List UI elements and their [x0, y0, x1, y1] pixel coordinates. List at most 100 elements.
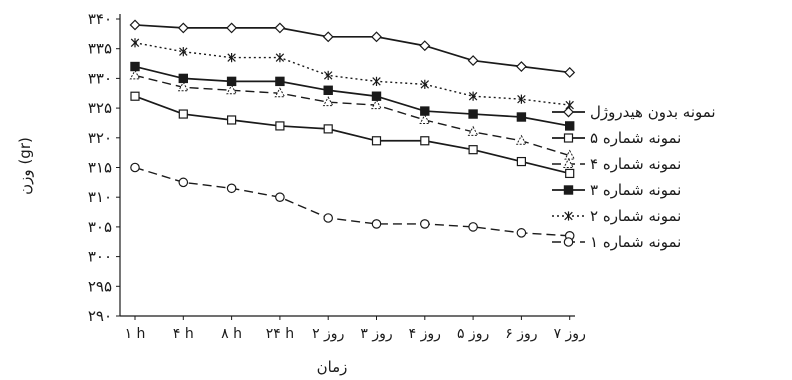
- legend-marker-square-filled: [563, 185, 574, 195]
- legend-marker-star: [564, 211, 573, 221]
- data-point-diamond: [322, 31, 334, 43]
- legend-label: نمونه شماره ۲: [590, 207, 681, 225]
- legend-marker-circle: [563, 237, 574, 247]
- x-tick-label: روز ۲: [312, 326, 344, 342]
- data-point-square-open: [130, 91, 140, 101]
- data-point-square-open: [227, 115, 237, 125]
- legend-label: نمونه شماره ۴: [590, 155, 681, 173]
- data-point-square-filled: [275, 76, 285, 87]
- data-point-circle: [468, 222, 478, 232]
- data-point-star: [468, 91, 478, 101]
- data-point-triangle: [467, 125, 479, 136]
- data-point-diamond: [274, 22, 286, 34]
- y-tick-label: ۲۹۵: [88, 277, 112, 295]
- x-tick-label: ۱ h: [125, 326, 146, 342]
- legend-label: نمونه شماره ۵: [590, 129, 681, 147]
- data-point-star: [517, 94, 526, 104]
- chart-axes: [119, 14, 575, 317]
- y-tick-label: ۳۲۰: [88, 129, 112, 147]
- data-point-diamond: [177, 22, 189, 34]
- data-point-star: [420, 79, 430, 89]
- data-point-star: [323, 70, 333, 81]
- data-point-circle: [419, 219, 430, 229]
- data-point-triangle: [129, 69, 141, 80]
- legend-label: نمونه شماره ۱: [590, 233, 681, 251]
- x-tick-label: روز ۵: [457, 326, 489, 342]
- x-tick-label: روز ۷: [554, 326, 586, 342]
- data-point-star: [227, 53, 236, 63]
- data-point-square-filled: [468, 109, 478, 119]
- x-tick-label: ۴ h: [173, 326, 194, 342]
- data-point-star: [372, 76, 381, 86]
- data-point-diamond: [371, 31, 382, 43]
- legend-item: نمونه بدون هیدروژل: [552, 103, 716, 121]
- legend-item: نمونه شماره ۱: [552, 233, 681, 251]
- data-point-circle: [323, 213, 333, 223]
- y-tick-label: ۳۰۰: [88, 248, 112, 266]
- data-point-triangle: [322, 96, 334, 107]
- data-point-square-filled: [323, 85, 333, 95]
- x-tick-label: ۸ h: [221, 326, 242, 342]
- data-point-diamond: [129, 19, 141, 31]
- y-tick-label: ۳۱۵: [88, 159, 112, 177]
- data-point-square-open: [371, 136, 382, 146]
- y-tick-label: ۲۹۰: [88, 307, 112, 325]
- data-point-triangle: [274, 87, 286, 98]
- data-point-square-open: [275, 121, 285, 131]
- legend-marker-triangle: [563, 157, 574, 168]
- legend-item: نمونه شماره ۲: [552, 207, 681, 225]
- y-tick-label: ۳۳۵: [88, 40, 112, 58]
- series-line-6: [134, 166, 570, 237]
- data-point-square-filled: [130, 61, 140, 72]
- data-point-square-filled: [226, 76, 237, 87]
- y-tick-labels: ۲۹۰ ۲۹۵ ۳۰۰ ۳۰۵ ۳۱۰ ۳۱۵ ۳۲۰ ۳۲۵ ۳۳۰ ۳۳۵ ۳۴۰: [88, 10, 120, 325]
- data-point-triangle: [419, 113, 431, 124]
- y-tick-label: ۳۲۵: [88, 99, 112, 117]
- series-line-3: [134, 74, 570, 157]
- data-point-square-filled: [516, 112, 527, 122]
- legend-item: نمونه شماره ۴: [552, 155, 681, 173]
- data-point-square-open: [468, 145, 478, 155]
- data-point-square-filled: [371, 91, 382, 101]
- data-point-square-open: [420, 136, 430, 146]
- data-point-triangle: [177, 81, 189, 92]
- data-point-triangle: [564, 149, 576, 160]
- data-point-star: [179, 47, 188, 57]
- data-point-square-open: [323, 124, 333, 134]
- data-point-square-open: [178, 109, 188, 119]
- legend-item: نمونه شماره ۵: [552, 129, 681, 147]
- x-tick-labels: ۱ h ۴ h ۸ h ۲۴ h روز ۲ روز ۳ روز ۴ روز ۵ روز ۶ رو…: [125, 316, 586, 342]
- y-tick-label: ۳۱۰: [88, 188, 112, 206]
- x-tick-label: روز ۴: [409, 326, 441, 342]
- y-axis-title: وزن (gr): [16, 137, 34, 195]
- data-point-circle: [371, 219, 382, 229]
- series-line-4: [134, 65, 570, 127]
- legend-label: نمونه شماره ۳: [590, 181, 681, 199]
- y-tick-label: ۳۴۰: [88, 10, 112, 28]
- data-point-diamond: [515, 61, 527, 72]
- data-point-star: [130, 38, 140, 48]
- data-point-circle: [130, 162, 140, 173]
- data-point-diamond: [564, 67, 576, 78]
- data-point-diamond: [226, 22, 238, 34]
- legend-marker-square-open: [563, 133, 574, 143]
- data-point-square-filled: [565, 121, 575, 131]
- x-axis-title: زمان: [317, 358, 348, 376]
- data-point-circle: [226, 183, 237, 194]
- series-line-2: [134, 95, 570, 175]
- legend: نمونه بدون هیدروژل نمونه شماره ۵ نمونه شما…: [552, 103, 716, 251]
- data-point-triangle: [371, 99, 382, 110]
- legend-item: نمونه شماره ۳: [552, 181, 681, 199]
- data-point-triangle: [226, 84, 238, 95]
- data-point-star: [275, 53, 285, 63]
- series-markers: [129, 19, 576, 241]
- data-point-square-filled: [178, 73, 189, 84]
- data-point-triangle: [515, 134, 527, 145]
- legend-marker-diamond: [563, 106, 574, 118]
- data-point-diamond: [467, 55, 479, 67]
- y-tick-label: ۳۳۰: [88, 69, 112, 87]
- data-point-square-filled: [420, 106, 430, 116]
- data-point-diamond: [419, 40, 431, 52]
- data-point-square-open: [565, 168, 575, 179]
